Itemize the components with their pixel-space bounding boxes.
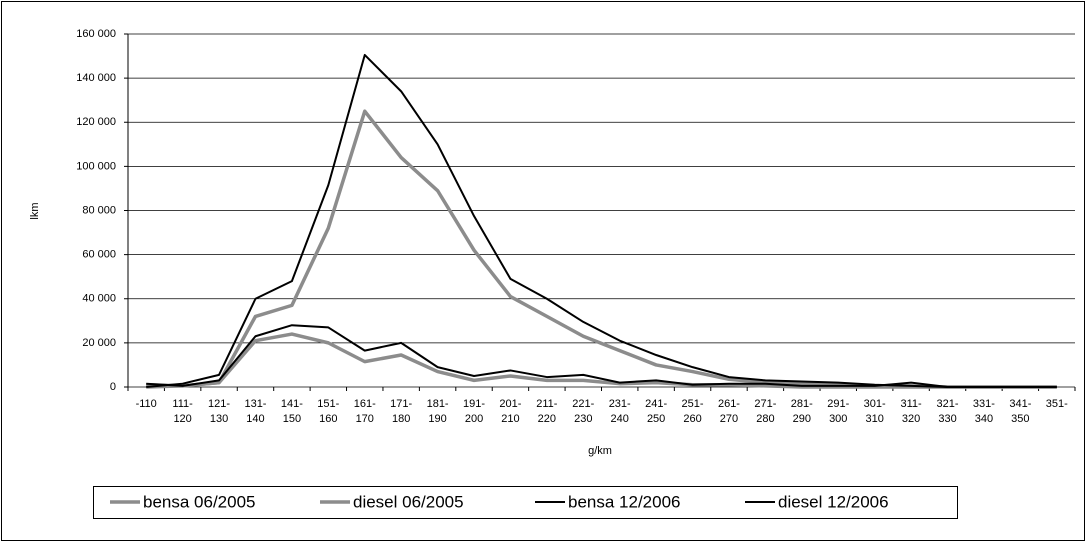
x-tick-label: 201- 210	[499, 398, 522, 425]
x-axis-label: g/km	[588, 445, 612, 457]
x-tick-label: 151- 160	[317, 398, 340, 425]
x-tick-label: 241- 250	[645, 398, 668, 425]
x-tick-label: 171- 180	[390, 398, 413, 425]
x-tick-label: 141- 150	[280, 398, 303, 425]
y-tick-label: 60 000	[82, 249, 116, 261]
legend-box	[93, 486, 958, 519]
x-tick-label: 311- 320	[900, 398, 922, 425]
y-axis-label: lkm	[29, 202, 41, 219]
x-tick-label: 121- 130	[208, 398, 231, 425]
x-tick-label: 161- 170	[353, 398, 376, 425]
y-tick-label: 20 000	[82, 337, 116, 349]
legend-label: bensa 12/2006	[568, 492, 681, 511]
x-tick-label: -110	[135, 398, 157, 410]
series-line	[146, 324, 1057, 388]
x-tick-label: 251- 260	[681, 398, 704, 425]
legend-label: diesel 12/2006	[778, 492, 889, 511]
x-tick-label: 181- 190	[426, 398, 449, 425]
x-tick-label: 111- 120	[172, 398, 193, 425]
x-tick-label: 131- 140	[244, 398, 267, 425]
x-tick-label: 351-	[1045, 398, 1068, 410]
x-tick-label: 271- 280	[754, 398, 777, 425]
x-tick-label: 191- 200	[463, 398, 486, 425]
x-tick-label: 321- 330	[936, 398, 959, 425]
y-tick-label: 0	[110, 381, 116, 393]
x-tick-label: 291- 300	[827, 398, 850, 425]
series-line	[146, 332, 1057, 389]
y-tick-label: 140 000	[76, 72, 116, 84]
x-tick-label: 341- 350	[1009, 398, 1032, 425]
y-tick-label: 80 000	[82, 204, 116, 216]
x-tick-label: 281- 290	[790, 398, 813, 425]
x-tick-label: 331- 340	[972, 398, 995, 425]
x-tick-label: 211- 220	[536, 398, 558, 425]
series-line	[146, 53, 1057, 388]
x-tick-label: 301- 310	[863, 398, 886, 425]
legend-label: bensa 06/2005	[143, 492, 256, 511]
legend-label: diesel 06/2005	[353, 492, 464, 511]
y-tick-label: 100 000	[76, 160, 116, 172]
x-tick-label: 231- 240	[608, 398, 631, 425]
y-tick-label: 160 000	[76, 28, 116, 40]
x-tick-label: 221- 230	[572, 398, 595, 425]
y-tick-label: 120 000	[76, 116, 116, 128]
y-tick-label: 40 000	[82, 293, 116, 305]
x-tick-label: 261- 270	[717, 398, 740, 425]
